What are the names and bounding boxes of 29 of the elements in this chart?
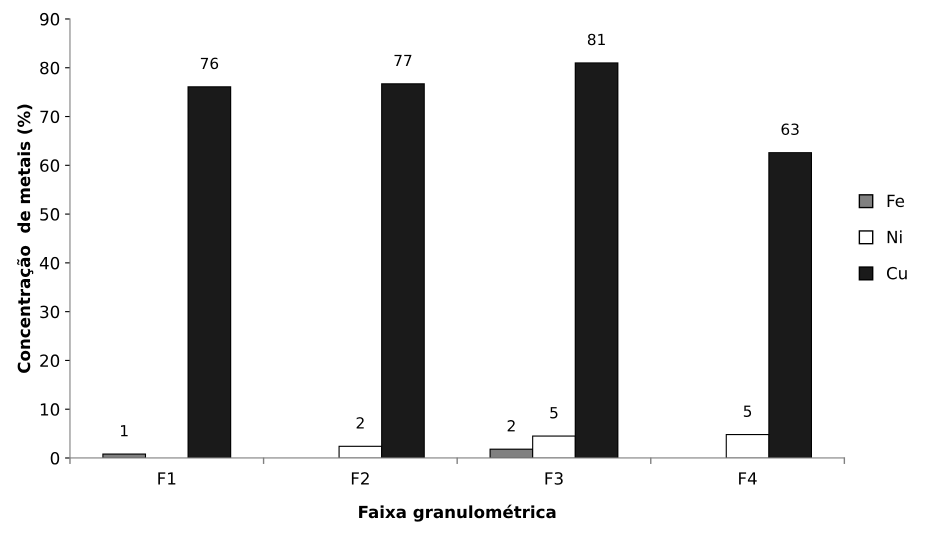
data-label: 63 bbox=[782, 123, 799, 136]
y-tick-label: 60 bbox=[40, 159, 60, 172]
y-tick-label: 0 bbox=[50, 452, 60, 465]
legend-label: Fe bbox=[888, 194, 904, 208]
data-label: 76 bbox=[200, 58, 218, 70]
bar bbox=[188, 86, 232, 458]
data-label: 1 bbox=[121, 425, 128, 436]
x-tick-label: F4 bbox=[739, 472, 757, 485]
legend-label: Ni bbox=[888, 230, 902, 244]
y-tick-label: 80 bbox=[40, 62, 60, 74]
y-tick-label: 40 bbox=[40, 256, 60, 270]
data-label: 2 bbox=[508, 420, 515, 432]
data-label: 81 bbox=[588, 34, 605, 46]
data-label: 5 bbox=[744, 406, 752, 417]
y-tick-label: 10 bbox=[40, 403, 60, 416]
data-label: 2 bbox=[356, 417, 364, 428]
y-tick-label: 20 bbox=[40, 354, 60, 367]
y-tick-label: 90 bbox=[40, 12, 60, 26]
x-tick-label: F3 bbox=[546, 472, 563, 485]
y-tick-label: 30 bbox=[40, 306, 60, 318]
x-axis-title: Faixa granulométrica bbox=[359, 504, 556, 522]
y-tick-label: 50 bbox=[40, 208, 60, 221]
data-label: 77 bbox=[394, 54, 412, 66]
y-tick-label: 70 bbox=[40, 110, 60, 124]
x-tick-label: F2 bbox=[352, 472, 369, 485]
legend-label: Cu bbox=[886, 266, 907, 280]
x-tick-label: F1 bbox=[158, 472, 176, 485]
y-axis-title: Concentração de metais (%) bbox=[17, 104, 34, 373]
data-label: 5 bbox=[550, 407, 558, 418]
